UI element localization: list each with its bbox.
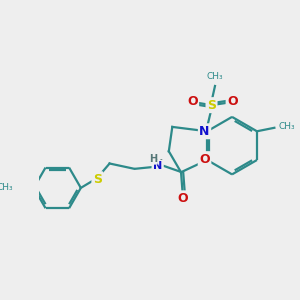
Text: H: H <box>154 159 162 170</box>
Text: CH₃: CH₃ <box>279 122 296 131</box>
Text: CH₃: CH₃ <box>207 72 223 81</box>
Text: O: O <box>227 95 238 108</box>
Text: O: O <box>187 95 198 108</box>
Text: CH₃: CH₃ <box>0 183 13 192</box>
Text: O: O <box>177 192 188 205</box>
Text: N: N <box>153 161 162 171</box>
Text: S: S <box>207 99 216 112</box>
Text: S: S <box>93 173 102 186</box>
Text: N: N <box>200 125 210 138</box>
Text: O: O <box>199 153 210 166</box>
Text: H: H <box>149 154 157 164</box>
